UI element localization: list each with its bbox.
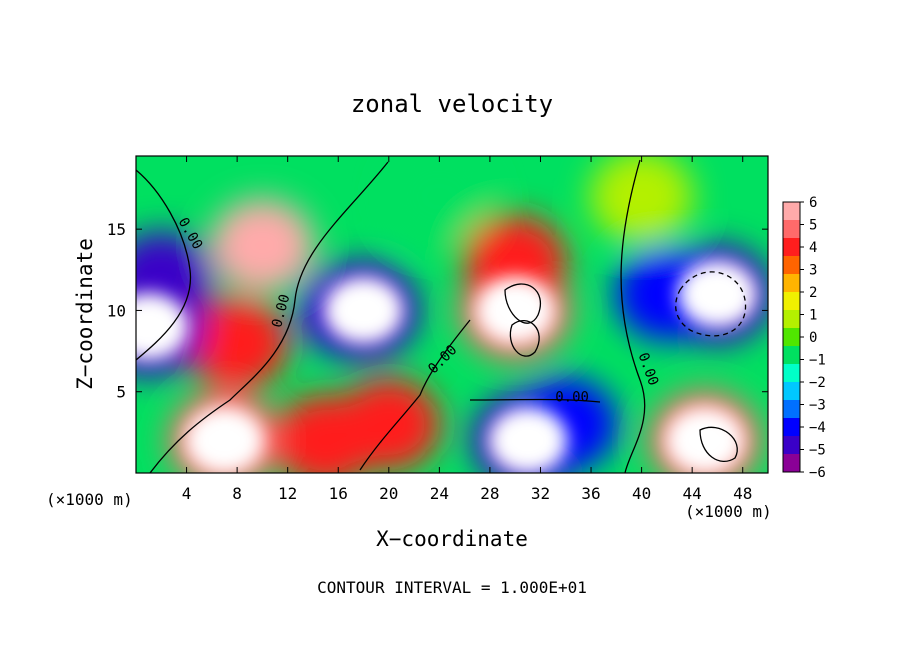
x-tick-label: 44 (683, 484, 702, 503)
zero-contour-line (620, 159, 646, 473)
x-unit-right: (×1000 m) (685, 502, 772, 521)
zero-contour-line (149, 161, 389, 473)
colorbar-segment (783, 382, 800, 401)
colorbar-segment (783, 346, 800, 365)
colorbar-segment (783, 364, 800, 383)
y-tick-label: 15 (107, 220, 126, 239)
colorbar-segment (783, 328, 800, 347)
field-blob (387, 156, 492, 244)
colorbar-tick-label: −2 (809, 375, 826, 391)
x-tick-label: 12 (278, 484, 297, 503)
x-unit-left: (×1000 m) (46, 490, 133, 509)
colorbar-segment (783, 220, 800, 239)
colorbar-tick-label: 2 (809, 285, 817, 301)
y-tick-label: 5 (116, 383, 126, 402)
colorbar-tick-label: −3 (809, 398, 826, 414)
colorbar-tick-label: 0 (809, 330, 817, 346)
field-blob (210, 198, 315, 293)
zero-contour-line (359, 319, 471, 471)
colorbar-tick-label: 4 (809, 240, 817, 256)
x-tick-label: 48 (733, 484, 752, 503)
colorbar-segment (783, 256, 800, 275)
colorbar-tick-label: −4 (809, 420, 826, 436)
field-saturated-blob (136, 292, 189, 361)
positive-contour-loop (504, 283, 541, 324)
colorbar-tick-label: −1 (809, 353, 826, 369)
negative-contour-loop (675, 271, 747, 337)
colorbar-segment (783, 202, 800, 221)
colorbar-tick-label: 1 (809, 308, 817, 324)
contour-interval-note: CONTOUR INTERVAL = 1.000E+01 (317, 578, 587, 597)
contour-label: 0.00 (555, 389, 589, 405)
colorbar-tick-label: −5 (809, 443, 826, 459)
x-tick-label: 20 (379, 484, 398, 503)
field-saturated-blob (184, 406, 265, 473)
field-saturated-blob (475, 276, 556, 345)
x-tick-label: 4 (182, 484, 192, 503)
x-tick-label: 36 (581, 484, 600, 503)
x-tick-label: 28 (480, 484, 499, 503)
colorbar-segment (783, 418, 800, 437)
colorbar-segment (783, 400, 800, 419)
plot-frame (135, 155, 769, 474)
x-tick-label: 40 (632, 484, 651, 503)
positive-contour-loop (509, 319, 540, 357)
y-tick-label: 10 (107, 301, 126, 320)
colorbar-tick-label: 3 (809, 263, 817, 279)
x-tick-label: 32 (531, 484, 550, 503)
colorbar-segment (783, 310, 800, 329)
x-tick-label: 8 (232, 484, 242, 503)
zero-contour-line (136, 169, 192, 361)
colorbar-segment (783, 436, 800, 455)
colorbar-segment (783, 274, 800, 293)
colorbar-segment (783, 454, 800, 473)
y-axis-label: Z−coordinate (73, 238, 97, 390)
x-tick-label: 24 (430, 484, 449, 503)
x-tick-label: 16 (329, 484, 348, 503)
field-saturated-blob (677, 260, 758, 329)
colorbar: 6 5 4 3 2 1 0 −1 −2 −3 −4 −5 −6 (782, 195, 826, 481)
colorbar-tick-label: 6 (809, 195, 817, 211)
field-saturated-blob (664, 406, 745, 473)
zero-contour-line (469, 398, 601, 403)
field-blob (589, 156, 694, 244)
negative-contour-loop (699, 426, 738, 463)
colorbar-segment (783, 292, 800, 311)
plot-field (136, 156, 768, 473)
field-saturated-blob (323, 276, 404, 345)
x-axis-label: X−coordinate (376, 527, 528, 551)
chart-title: zonal velocity (351, 90, 553, 118)
colorbar-segment (783, 238, 800, 257)
colorbar-tick-label: 5 (809, 218, 817, 234)
field-saturated-blob (487, 406, 568, 473)
colorbar-tick-label: −6 (809, 465, 826, 481)
field-blob (273, 393, 378, 473)
